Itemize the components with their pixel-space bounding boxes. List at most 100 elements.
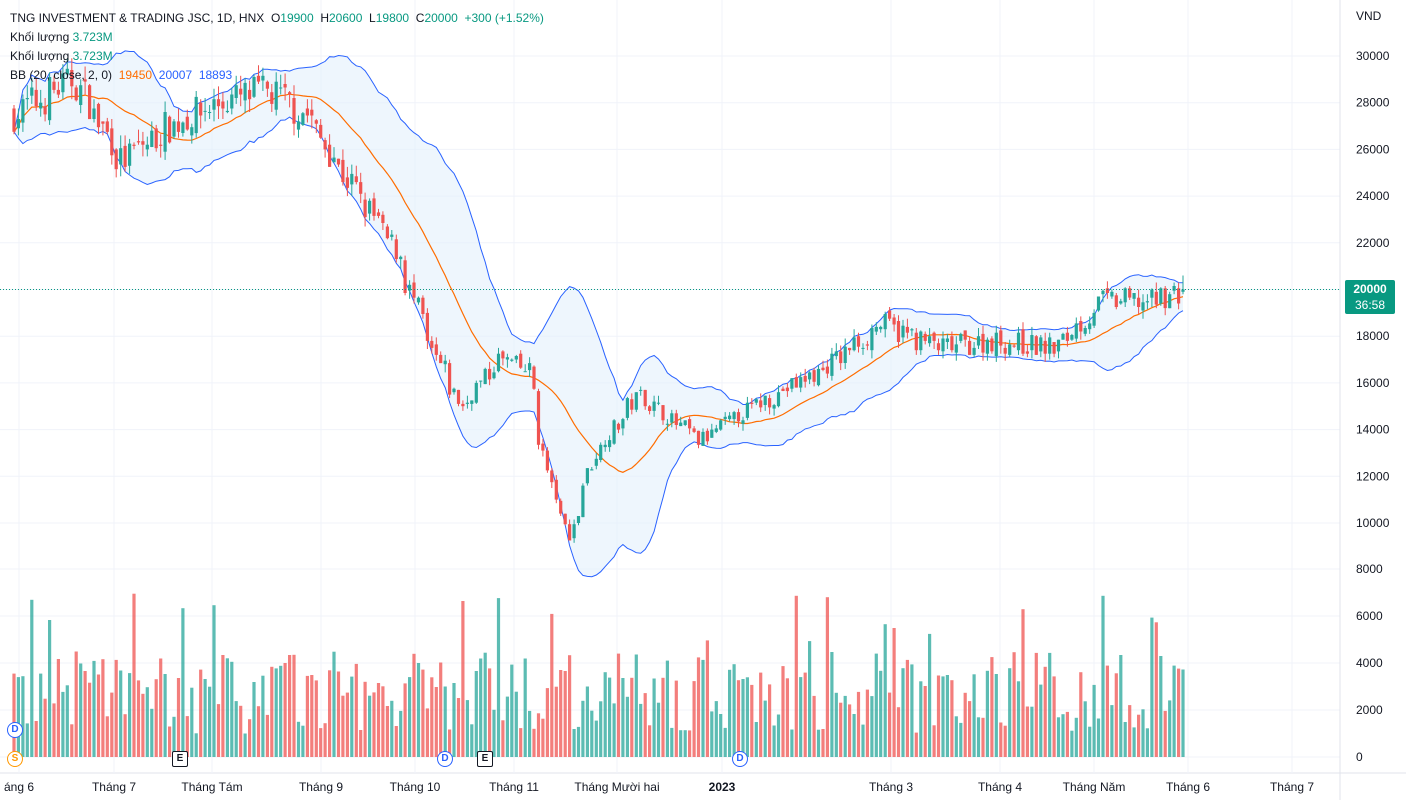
candle-body <box>1110 291 1114 297</box>
volume-bar <box>959 722 963 757</box>
candle-body <box>759 400 763 408</box>
candle-body <box>496 353 501 372</box>
volume-bar <box>728 669 732 757</box>
event-marker-e[interactable]: E <box>477 751 493 767</box>
candle-body <box>843 346 847 363</box>
price-tick-label: 0 <box>1356 750 1363 764</box>
candle-body <box>288 92 292 95</box>
event-marker-d[interactable]: D <box>7 722 23 738</box>
volume-bar <box>101 659 105 757</box>
volume-bar <box>368 695 372 757</box>
time-axis[interactable]: áng 6 Tháng 7 Tháng Tám Tháng 9 Tháng 10 Thán… <box>4 780 1314 794</box>
candle-body <box>1070 335 1074 340</box>
volume-bar <box>963 692 967 757</box>
candle-body <box>1105 288 1109 293</box>
event-marker-d[interactable]: D <box>437 751 453 767</box>
candle-body <box>208 112 212 113</box>
candle-body <box>625 398 629 418</box>
volume-bar <box>616 653 621 757</box>
candle-body <box>870 328 874 351</box>
volume-bar <box>292 654 296 757</box>
volume-bar <box>199 669 203 757</box>
candle-body <box>434 344 438 355</box>
volume-bar <box>999 722 1003 757</box>
price-tick-label: 6000 <box>1356 609 1383 623</box>
volume-bar <box>230 661 234 757</box>
volume-bar <box>261 675 265 757</box>
price-tick-label: 22000 <box>1356 236 1390 250</box>
candle-body <box>470 400 474 404</box>
volume-bar <box>568 655 572 757</box>
candle-body <box>1003 347 1007 354</box>
volume-bar <box>639 703 643 757</box>
event-marker-s[interactable]: S <box>7 751 23 767</box>
candle-body <box>741 420 745 424</box>
volume-bar <box>496 598 501 757</box>
candle-body <box>12 108 16 132</box>
candle-body <box>768 398 772 408</box>
candle-body <box>994 332 998 357</box>
volume-bar <box>279 665 283 757</box>
candle-body <box>1016 332 1021 351</box>
candle-body <box>390 234 394 237</box>
volume-bar <box>16 677 20 757</box>
candle-body <box>412 282 416 298</box>
candle-body <box>448 363 452 395</box>
price-tick-label: 28000 <box>1356 96 1390 110</box>
candle-body <box>812 370 816 382</box>
volume-bar <box>719 714 723 757</box>
candle-body <box>270 92 274 104</box>
time-tick-label: Tháng 10 <box>390 780 441 794</box>
volume-bar <box>1177 668 1181 757</box>
candle-body <box>385 226 389 239</box>
event-marker-d[interactable]: D <box>732 751 748 767</box>
candle-body <box>1088 323 1092 330</box>
candle-body <box>1101 290 1105 295</box>
volume-bar <box>1052 676 1056 757</box>
candle-body <box>1065 332 1069 341</box>
volume-bar <box>301 725 305 757</box>
volume-bar <box>1070 730 1074 757</box>
candle-body <box>150 130 154 147</box>
volume-bar <box>599 701 603 757</box>
volume-bar <box>341 695 345 757</box>
candle-body <box>328 144 332 167</box>
candle-body <box>861 347 865 349</box>
volume-bar <box>332 651 336 757</box>
candle-body <box>439 354 443 364</box>
price-axis[interactable]: 3000028000260002400022000200001800016000… <box>1356 49 1390 764</box>
volume-bar <box>194 733 198 757</box>
candle-body <box>21 99 25 123</box>
candle-body <box>56 89 60 95</box>
volume-bar <box>105 716 109 757</box>
volume-bar <box>225 658 229 757</box>
volume-bar <box>1008 668 1012 757</box>
candle-body <box>608 440 612 448</box>
volume-bar <box>914 732 918 757</box>
volume-bar <box>839 702 843 757</box>
candle-body <box>185 116 189 130</box>
event-marker-e[interactable]: E <box>172 751 188 767</box>
candle-body <box>296 121 301 130</box>
volume-bar <box>750 684 754 757</box>
volume-bar <box>559 670 563 757</box>
volume-bar <box>803 672 807 757</box>
volume-bar <box>310 675 314 757</box>
candle-body <box>1123 288 1127 303</box>
volume-bar <box>683 730 687 757</box>
volume-bar <box>145 687 149 757</box>
volume-bar <box>701 659 705 757</box>
volume-bar <box>1030 706 1034 757</box>
candle-body <box>1043 340 1047 354</box>
candle-body <box>452 388 456 393</box>
candle-body <box>34 89 38 107</box>
volume-bar <box>479 658 483 757</box>
time-tick-label: Tháng 4 <box>978 780 1022 794</box>
volume-bar <box>688 730 692 757</box>
volume-bar <box>1145 728 1149 757</box>
volume-bar <box>421 669 425 757</box>
candle-body <box>634 392 638 410</box>
candle-body <box>1056 339 1061 352</box>
volume-bar <box>723 727 727 757</box>
